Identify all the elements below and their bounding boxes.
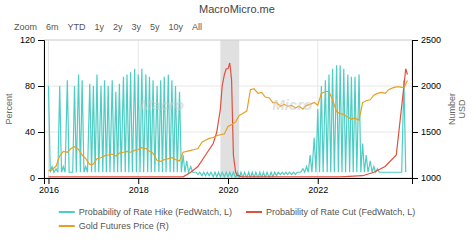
tick-mark bbox=[228, 178, 229, 184]
zoom-label: 2y bbox=[113, 22, 123, 32]
zoom-label: 5y bbox=[150, 22, 160, 32]
tick: 1500 bbox=[412, 127, 441, 137]
tick: 2022 bbox=[308, 178, 328, 195]
tick: 2018 bbox=[129, 178, 149, 195]
legend-item: Gold Futures Price (R) bbox=[59, 221, 169, 231]
y2-axis-title-line: Number bbox=[447, 93, 457, 125]
zoom-label: 1y bbox=[95, 22, 105, 32]
legend-swatch bbox=[246, 211, 262, 213]
tick: 40 bbox=[25, 127, 44, 137]
tick-mark bbox=[412, 40, 418, 41]
tick: 120 bbox=[20, 35, 44, 45]
axis-line bbox=[38, 41, 45, 179]
tick-label: 2016 bbox=[39, 185, 59, 195]
zoom-label: All bbox=[192, 22, 202, 32]
title: MacroMicro.me bbox=[199, 3, 275, 15]
plot: Macro Micro 2016 2018 2020 2022 0 40 80 120 1000 15… bbox=[20, 35, 441, 195]
y2-axis-title: NumberUSD bbox=[447, 93, 467, 125]
y2-axis: 1000 1500 2000 2500 bbox=[412, 35, 441, 183]
tick-label: 80 bbox=[25, 81, 35, 91]
axis-line bbox=[45, 179, 413, 185]
tick: 80 bbox=[25, 81, 44, 91]
y2-axis-title-line: USD bbox=[457, 99, 467, 119]
tick-label: 120 bbox=[20, 35, 35, 45]
tick-label: 0 bbox=[30, 173, 35, 183]
grid bbox=[44, 40, 412, 178]
legend-label: Probability of Rate Cut (FedWatch, L) bbox=[266, 207, 415, 217]
tick: 2016 bbox=[39, 178, 59, 195]
x-axis: 2016 2018 2020 2022 bbox=[39, 178, 413, 195]
tick-mark bbox=[38, 178, 44, 179]
legend-item: Probability of Rate Hike (FedWatch, L) bbox=[59, 207, 232, 217]
tick-label: 2022 bbox=[308, 185, 328, 195]
tick: 2500 bbox=[412, 35, 441, 45]
tick-mark bbox=[412, 132, 418, 133]
legend-swatch bbox=[59, 225, 75, 227]
legend-label: Gold Futures Price (R) bbox=[79, 221, 169, 231]
zoom-label: YTD bbox=[68, 22, 87, 32]
legend-item: Probability of Rate Cut (FedWatch, L) bbox=[246, 207, 415, 217]
marks bbox=[48, 40, 407, 178]
zoom-label: 6m bbox=[46, 22, 59, 32]
y-axis: 0 40 80 120 bbox=[20, 35, 45, 183]
zoom-label: 10y bbox=[169, 22, 184, 32]
legend: Probability of Rate Hike (FedWatch, L) Pr… bbox=[59, 207, 415, 231]
tick-label: 2018 bbox=[129, 185, 149, 195]
legend-label: Probability of Rate Hike (FedWatch, L) bbox=[79, 207, 232, 217]
tick: 0 bbox=[30, 173, 44, 183]
series-line bbox=[48, 80, 407, 170]
tick-mark bbox=[38, 40, 44, 41]
chart: MacroMicro.me Zoom 6m YTD 1y 2y 3y 5y 10y All Macr… bbox=[0, 0, 474, 248]
axis-line bbox=[413, 41, 419, 179]
tick-mark bbox=[138, 178, 139, 184]
tick-mark bbox=[38, 86, 44, 87]
shade bbox=[220, 40, 239, 178]
series-line bbox=[48, 65, 405, 178]
tick-mark bbox=[412, 178, 418, 179]
watermark: Macro bbox=[140, 96, 184, 113]
series-line bbox=[48, 63, 407, 177]
tick: 2020 bbox=[218, 178, 238, 195]
plot-frame bbox=[44, 40, 412, 178]
tick-mark bbox=[412, 86, 418, 87]
tick-mark bbox=[38, 132, 44, 133]
zoom-label: Zoom bbox=[14, 22, 37, 32]
tick-label: 2000 bbox=[421, 81, 441, 91]
legend-swatch bbox=[59, 211, 75, 213]
watermark: Micro bbox=[272, 96, 312, 113]
tick: 2000 bbox=[412, 81, 441, 91]
zoom-label: 3y bbox=[132, 22, 142, 32]
tick-label: 1000 bbox=[421, 173, 441, 183]
tick-label: 2500 bbox=[421, 35, 441, 45]
tick-label: 1500 bbox=[421, 127, 441, 137]
tick-mark bbox=[318, 178, 319, 184]
tick-label: 2020 bbox=[218, 185, 238, 195]
y-axis-title: Percent bbox=[4, 93, 14, 125]
tick: 1000 bbox=[412, 173, 441, 183]
tick-mark bbox=[48, 178, 49, 184]
tick-label: 40 bbox=[25, 127, 35, 137]
